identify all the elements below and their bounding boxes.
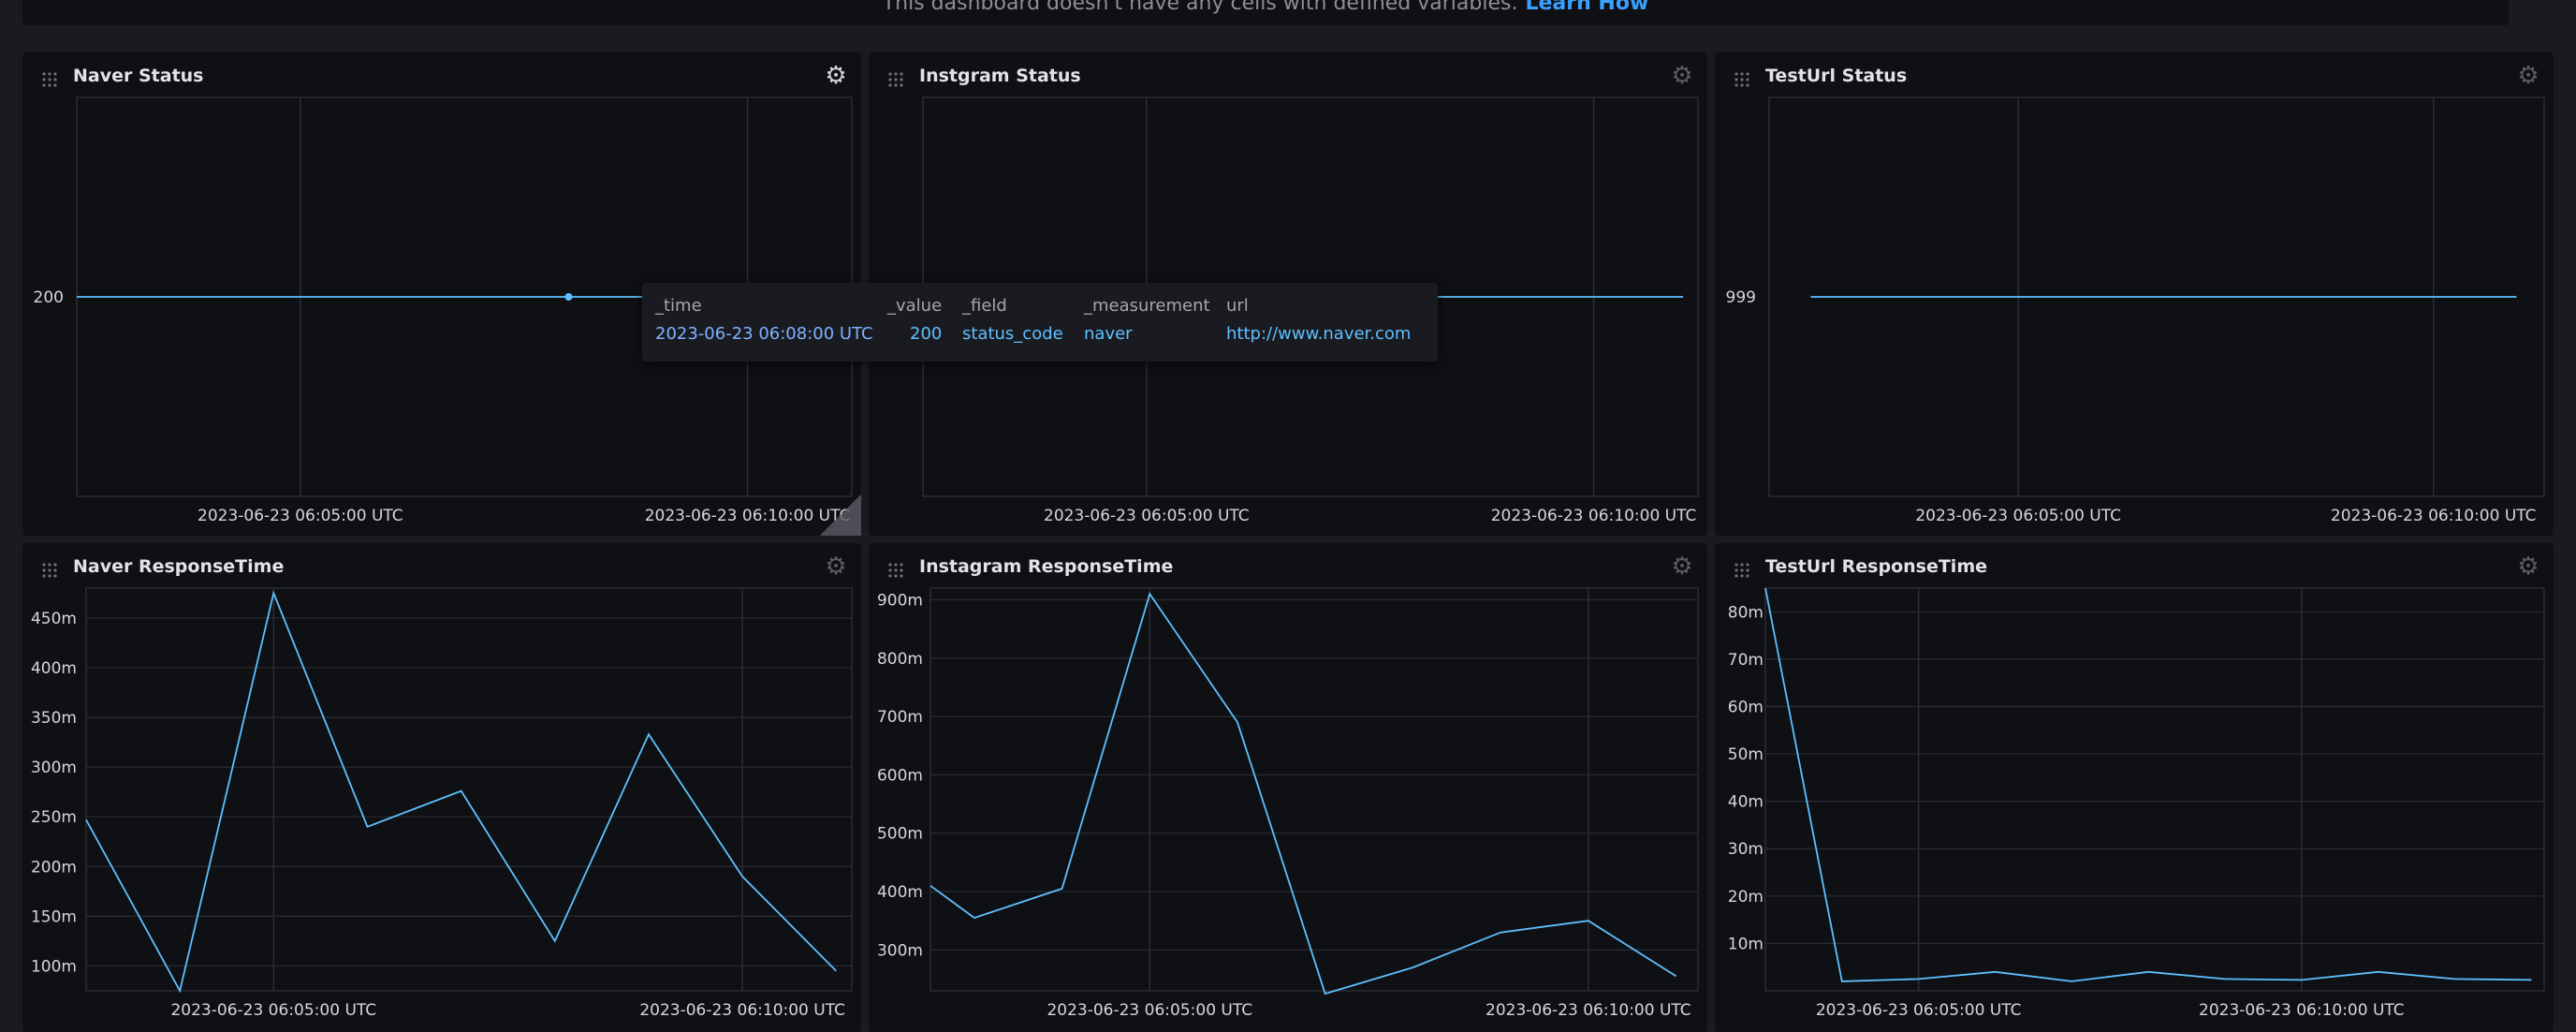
cell-testurl-status: TestUrl Status ⚙ 2023-06-23 06:05:00 UTC… — [1715, 52, 2554, 536]
series-line — [85, 590, 837, 994]
plot-frame — [1764, 587, 2545, 992]
cell-header[interactable]: Instgram Status ⚙ — [869, 52, 1707, 94]
y-tick-label: 200m — [31, 858, 77, 877]
y-tick-label: 150m — [31, 907, 77, 926]
gear-icon[interactable]: ⚙ — [2517, 62, 2539, 90]
cell-header[interactable]: Naver ResponseTime ⚙ — [22, 543, 861, 584]
notice-text: This dashboard doesn't have any cells wi… — [882, 0, 1518, 15]
dashboard-notice: This dashboard doesn't have any cells wi… — [22, 0, 2509, 25]
y-tick-label: 30m — [1728, 840, 1764, 859]
cell-title: Naver Status — [73, 66, 204, 86]
plot-frame — [85, 587, 853, 992]
cell-header[interactable]: TestUrl Status ⚙ — [1715, 52, 2554, 94]
y-tick-label: 80m — [1728, 603, 1764, 622]
y-tick-label: 40m — [1728, 793, 1764, 812]
x-tick-label: 2023-06-23 06:10:00 UTC — [645, 507, 851, 525]
y-tick-label: 70m — [1728, 651, 1764, 670]
y-tick-label: 100m — [31, 957, 77, 976]
drag-handle-icon[interactable] — [41, 562, 58, 579]
tooltip-header: _time — [655, 296, 702, 316]
gear-icon[interactable]: ⚙ — [825, 553, 847, 581]
cell-title: Instgram Status — [919, 66, 1081, 86]
y-tick-label: 600m — [877, 766, 923, 785]
x-tick-label: 2023-06-23 06:05:00 UTC — [1915, 507, 2121, 525]
x-tick-label: 2023-06-23 06:10:00 UTC — [1491, 507, 1697, 525]
series-line — [929, 592, 1677, 995]
y-tick-label: 300m — [31, 759, 77, 777]
responsetime-chart[interactable]: 2023-06-23 06:05:00 UTC 2023-06-23 06:10:… — [22, 543, 861, 1032]
cell-testurl-responsetime: TestUrl ResponseTime ⚙ 2023-06-23 06:05:… — [1715, 543, 2554, 1032]
drag-handle-icon[interactable] — [1734, 71, 1750, 88]
x-tick-label: 2023-06-23 06:05:00 UTC — [1046, 1001, 1252, 1020]
tooltip-header: _value — [887, 296, 943, 316]
drag-handle-icon[interactable] — [1734, 562, 1750, 579]
x-tick-label: 2023-06-23 06:05:00 UTC — [198, 507, 403, 525]
gear-icon[interactable]: ⚙ — [1671, 62, 1693, 90]
tooltip-col-url: url http://www.naver.com — [1226, 296, 1411, 344]
y-tick-label: 350m — [31, 709, 77, 728]
cell-header[interactable]: Instagram ResponseTime ⚙ — [869, 543, 1707, 584]
y-tick-label: 900m — [877, 591, 923, 610]
tooltip-col-time: _time 2023-06-23 06:08:00 UTC — [655, 296, 873, 344]
resize-handle-icon[interactable] — [820, 494, 861, 536]
responsetime-chart[interactable]: 2023-06-23 06:05:00 UTC 2023-06-23 06:10:… — [869, 543, 1707, 1032]
y-tick-label: 999 — [1726, 288, 1756, 307]
y-tick-label: 500m — [877, 825, 923, 844]
cell-header[interactable]: TestUrl ResponseTime ⚙ — [1715, 543, 2554, 584]
x-tick-label: 2023-06-23 06:10:00 UTC — [639, 1001, 845, 1020]
drag-handle-icon[interactable] — [41, 71, 58, 88]
tooltip-header: _field — [962, 296, 1007, 316]
gear-icon[interactable]: ⚙ — [1671, 553, 1693, 581]
tooltip-col-field: _field status_code — [962, 296, 1063, 344]
y-tick-label: 10m — [1728, 935, 1764, 953]
y-tick-label: 20m — [1728, 888, 1764, 907]
responsetime-chart[interactable]: 2023-06-23 06:05:00 UTC 2023-06-23 06:10:… — [1715, 543, 2554, 1032]
cell-title: TestUrl ResponseTime — [1765, 556, 1987, 577]
cell-header[interactable]: Naver Status ⚙ — [22, 52, 861, 94]
cell-title: Naver ResponseTime — [73, 556, 285, 577]
y-tick-label: 300m — [877, 941, 923, 960]
status-chart[interactable]: 2023-06-23 06:05:00 UTC 2023-06-23 06:10:… — [1715, 52, 2554, 536]
drag-handle-icon[interactable] — [887, 71, 904, 88]
tooltip-value: 2023-06-23 06:08:00 UTC — [655, 324, 873, 344]
y-tick-label: 60m — [1728, 698, 1764, 716]
tooltip-col-measurement: _measurement naver — [1084, 296, 1210, 344]
tooltip-col-value: _value 200 — [887, 296, 942, 344]
y-tick-label: 50m — [1728, 745, 1764, 764]
y-tick-label: 250m — [31, 808, 77, 827]
tooltip-value: 200 — [910, 324, 943, 344]
learn-how-link[interactable]: Learn How — [1525, 0, 1649, 15]
cell-title: TestUrl Status — [1765, 66, 1908, 86]
series-line — [1764, 587, 2532, 982]
x-tick-label: 2023-06-23 06:10:00 UTC — [2199, 1001, 2405, 1020]
plot-frame — [929, 587, 1699, 992]
gear-icon[interactable]: ⚙ — [825, 62, 847, 90]
x-tick-label: 2023-06-23 06:05:00 UTC — [170, 1001, 376, 1020]
y-tick-label: 450m — [31, 610, 77, 628]
x-tick-label: 2023-06-23 06:05:00 UTC — [1816, 1001, 2022, 1020]
y-tick-label: 700m — [877, 708, 923, 727]
tooltip-value: naver — [1084, 324, 1133, 344]
gear-icon[interactable]: ⚙ — [2517, 553, 2539, 581]
tooltip-header: url — [1226, 296, 1249, 316]
x-tick-label: 2023-06-23 06:05:00 UTC — [1044, 507, 1250, 525]
y-tick-label: 200 — [34, 288, 64, 307]
hover-point — [564, 293, 573, 301]
x-tick-label: 2023-06-23 06:10:00 UTC — [2331, 507, 2537, 525]
plot-frame — [1768, 96, 2545, 497]
hover-tooltip: _time 2023-06-23 06:08:00 UTC _value 200… — [642, 283, 1438, 361]
tooltip-value: status_code — [962, 324, 1063, 344]
drag-handle-icon[interactable] — [887, 562, 904, 579]
tooltip-value: http://www.naver.com — [1226, 324, 1412, 344]
cell-instagram-responsetime: Instagram ResponseTime ⚙ 2023-06-23 06:0… — [869, 543, 1707, 1032]
x-tick-label: 2023-06-23 06:10:00 UTC — [1486, 1001, 1691, 1020]
cell-title: Instagram ResponseTime — [919, 556, 1174, 577]
y-tick-label: 400m — [877, 883, 923, 902]
tooltip-header: _measurement — [1084, 296, 1210, 316]
y-tick-label: 800m — [877, 650, 923, 669]
y-tick-label: 400m — [31, 659, 77, 678]
cell-naver-responsetime: Naver ResponseTime ⚙ 2023-06-23 06:05:00… — [22, 543, 861, 1032]
